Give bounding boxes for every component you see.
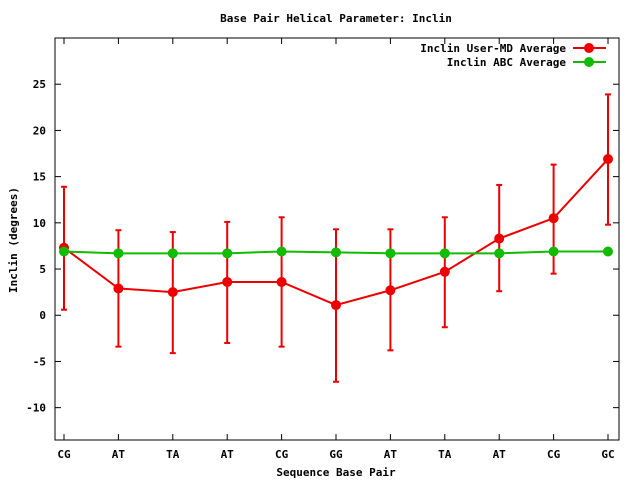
y-tick-label: 0 <box>39 309 46 322</box>
data-point <box>331 300 341 311</box>
data-point <box>59 246 69 257</box>
data-point <box>385 285 396 296</box>
y-axis: -10 -5 0 5 10 15 20 25 <box>26 78 619 415</box>
y-tick-label: 10 <box>33 217 46 230</box>
x-tick-label: TA <box>166 448 180 461</box>
legend-label: Inclin User-MD Average <box>420 42 566 55</box>
x-axis: CG AT TA AT CG GG AT TA AT CG GC <box>57 38 615 461</box>
x-tick-label: AT <box>384 448 398 461</box>
data-point <box>439 266 450 277</box>
series-layer <box>59 93 613 383</box>
series-2 <box>59 246 613 259</box>
data-point <box>548 213 559 224</box>
plot-area <box>54 37 620 441</box>
data-point <box>276 246 287 257</box>
data-point <box>385 248 396 259</box>
data-point <box>113 248 124 259</box>
y-tick-label: 25 <box>33 78 46 91</box>
x-tick-label: TA <box>438 448 452 461</box>
data-point <box>439 248 450 259</box>
chart-title: Base Pair Helical Parameter: Inclin <box>220 12 452 25</box>
y-tick-label: 15 <box>33 171 46 184</box>
data-point <box>603 246 613 257</box>
legend-swatch-marker <box>584 43 594 53</box>
legend-label: Inclin ABC Average <box>447 56 567 69</box>
data-point <box>222 276 233 287</box>
data-point <box>603 154 613 165</box>
x-axis-label: Sequence Base Pair <box>276 466 396 479</box>
data-point <box>167 248 178 259</box>
data-point <box>494 248 505 259</box>
data-point <box>494 233 505 244</box>
data-point <box>222 248 233 259</box>
x-tick-label: GC <box>601 448 614 461</box>
x-tick-label: CG <box>547 448 561 461</box>
data-point <box>167 287 178 298</box>
data-point <box>113 283 124 294</box>
x-tick-label: GG <box>329 448 343 461</box>
x-tick-label: AT <box>112 448 126 461</box>
y-tick-label: 20 <box>33 124 46 137</box>
x-tick-label: AT <box>221 448 235 461</box>
x-tick-label: CG <box>57 448 71 461</box>
x-tick-label: AT <box>493 448 507 461</box>
series-1 <box>59 93 613 383</box>
y-tick-label: 5 <box>39 263 46 276</box>
data-point <box>331 247 341 258</box>
x-tick-label: CG <box>275 448 289 461</box>
legend-swatch-marker <box>584 57 594 67</box>
y-tick-label: -10 <box>26 402 46 415</box>
data-point <box>548 246 559 257</box>
y-tick-label: -5 <box>33 355 46 368</box>
y-axis-label: Inclin (degrees) <box>7 187 20 293</box>
data-point <box>276 276 287 287</box>
